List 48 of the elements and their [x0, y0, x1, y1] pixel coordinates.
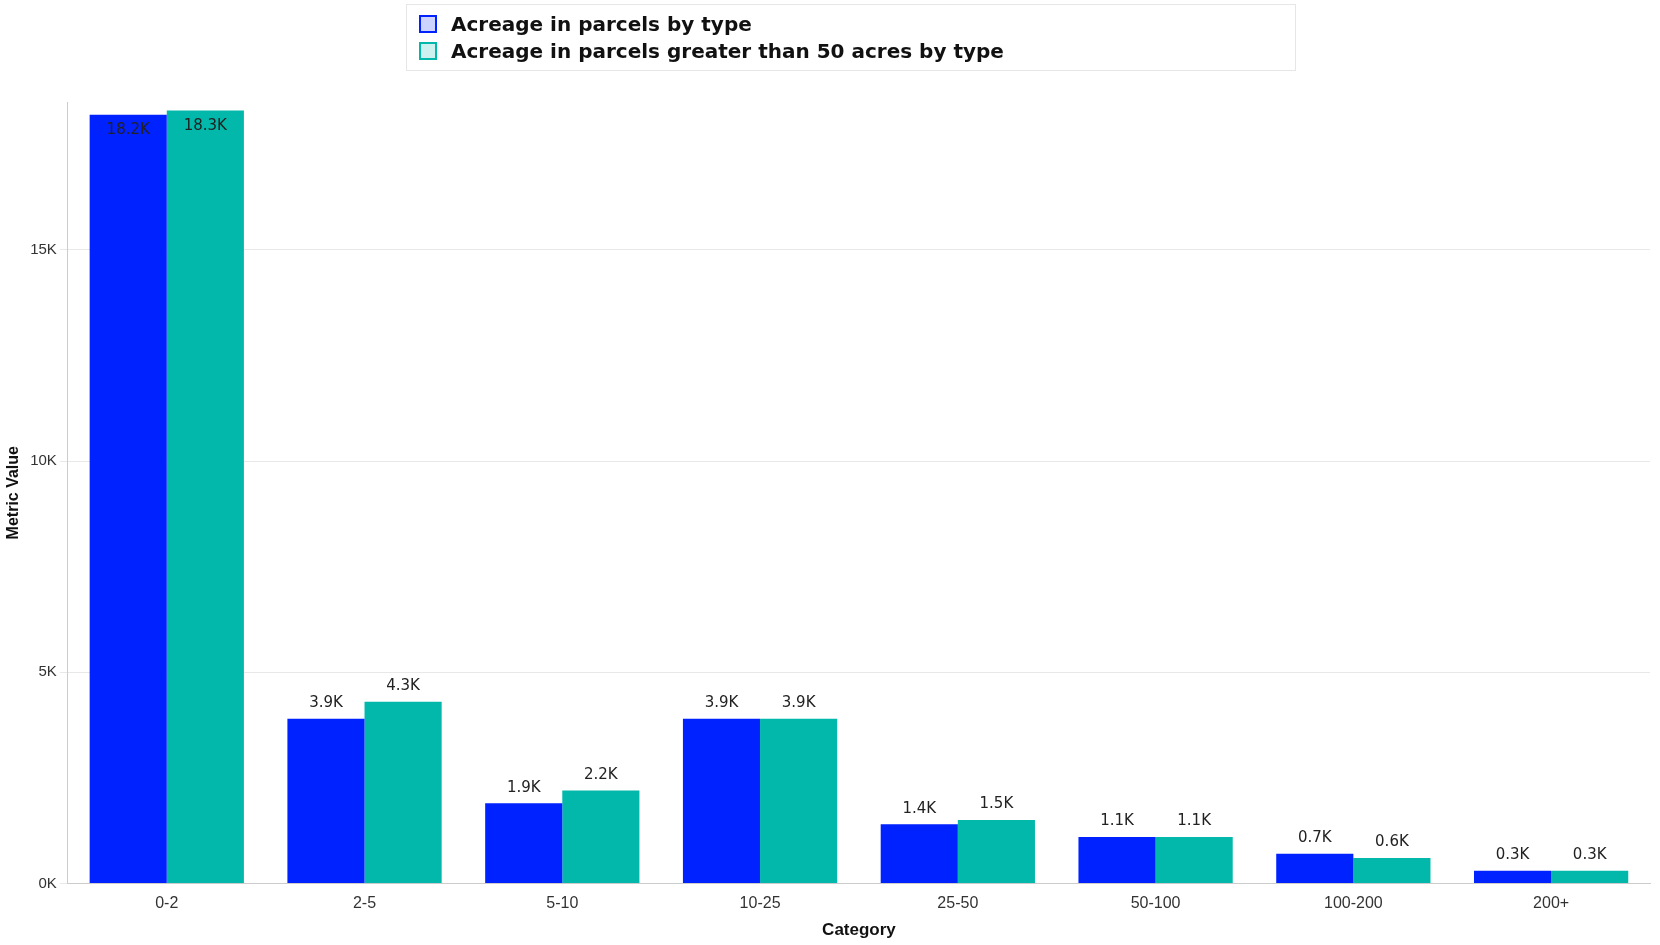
- x-tick-label: 100-200: [1323, 894, 1383, 912]
- data-label: 1.4K: [902, 798, 938, 817]
- bar: [1276, 853, 1354, 883]
- data-label: 1.5K: [979, 794, 1015, 813]
- data-label: 0.7K: [1297, 828, 1333, 847]
- bar: [485, 803, 563, 883]
- bar: [880, 824, 958, 883]
- y-tick-label: 5K: [38, 662, 57, 680]
- data-label: 2.2K: [584, 764, 619, 783]
- bar: [166, 110, 244, 883]
- x-tick-label: 10-25: [739, 894, 781, 912]
- x-tick-label: 0-2: [155, 894, 179, 912]
- bar: [760, 718, 838, 883]
- y-tick-label: 10K: [30, 451, 57, 469]
- y-tick-label: 0K: [38, 873, 57, 891]
- legend-label: Acreage in parcels by type: [451, 12, 752, 36]
- data-label: 0.3K: [1572, 845, 1608, 864]
- x-tick-label: 50-100: [1130, 894, 1181, 912]
- data-label: 1.1K: [1177, 811, 1213, 830]
- bar: [1078, 836, 1156, 883]
- data-label: 3.9K: [704, 693, 740, 712]
- x-tick-label: 200+: [1533, 894, 1570, 912]
- bar: [89, 114, 167, 883]
- x-tick-label: 2-5: [352, 894, 377, 912]
- data-label: 4.3K: [386, 676, 422, 695]
- data-label: 18.3K: [183, 115, 229, 134]
- bar: [287, 718, 365, 883]
- data-label: 0.3K: [1495, 845, 1531, 864]
- data-label: 3.9K: [309, 693, 344, 712]
- bar: [562, 790, 640, 883]
- data-label: 18.2K: [106, 120, 151, 139]
- bar: [1551, 870, 1629, 883]
- data-label: 3.9K: [781, 693, 817, 712]
- bar: [1155, 836, 1233, 883]
- legend-label: Acreage in parcels greater than 50 acres by type: [451, 39, 1004, 63]
- data-label: 0.6K: [1375, 832, 1410, 851]
- bar: [364, 701, 442, 883]
- data-label: 1.1K: [1100, 811, 1136, 830]
- y-axis-title: Metric Value: [4, 445, 22, 540]
- bar: [682, 718, 761, 883]
- bar: [1353, 858, 1431, 883]
- x-axis-title: Category: [822, 920, 897, 940]
- bar: [957, 820, 1035, 883]
- y-tick-label: 15K: [30, 239, 57, 257]
- x-tick-label: 25-50: [937, 894, 979, 912]
- x-tick-label: 5-10: [546, 894, 579, 912]
- data-label: 1.9K: [506, 777, 542, 796]
- bar: [1473, 870, 1552, 883]
